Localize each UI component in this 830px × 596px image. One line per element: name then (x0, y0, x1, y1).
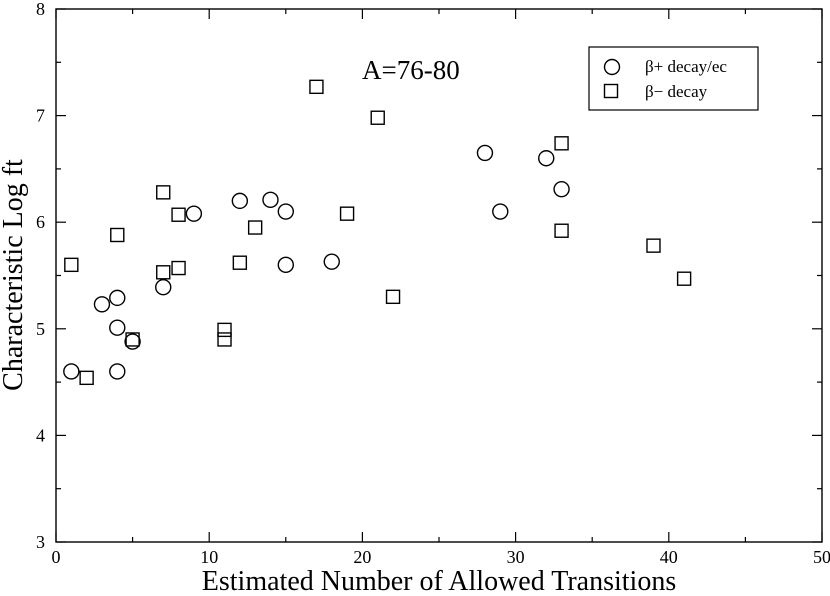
beta-minus-point (646, 238, 661, 253)
beta-minus-point (79, 370, 94, 386)
beta-minus-point (339, 206, 355, 221)
beta-plus-point (476, 144, 494, 162)
beta-plus-point (185, 205, 203, 222)
beta-minus-point (156, 185, 171, 200)
beta-plus-point (109, 319, 126, 336)
y-tick-label: 6 (36, 212, 45, 232)
beta-minus-point (171, 207, 186, 222)
beta-minus-point (171, 260, 186, 276)
x-tick-label: 40 (660, 547, 678, 567)
beta-minus-point (156, 265, 171, 280)
beta-minus-point (64, 257, 79, 273)
axis-ticks (55, 8, 823, 543)
beta-plus-point (63, 363, 80, 380)
y-tick-label: 5 (36, 319, 45, 339)
beta-minus-point (232, 255, 248, 270)
beta-plus-point (323, 253, 340, 270)
y-tick-label: 3 (36, 532, 45, 552)
beta-plus-point (492, 203, 509, 220)
beta-minus-point (554, 223, 569, 238)
beta-plus-point (538, 150, 555, 167)
legend-circle-marker (603, 58, 621, 76)
beta-plus-point (155, 279, 172, 296)
beta-plus-point (109, 363, 126, 380)
beta-minus-point (217, 322, 232, 338)
legend-entry-beta-minus: β− decay (645, 82, 708, 101)
y-tick-label: 4 (36, 425, 45, 445)
beta-minus-point (554, 136, 569, 151)
data-points (63, 79, 692, 386)
chart-annotation: A=76-80 (362, 55, 460, 85)
beta-plus-point (124, 333, 141, 350)
beta-minus-point (217, 332, 232, 347)
x-tick-label: 50 (813, 547, 830, 567)
x-tick-label: 20 (353, 547, 371, 567)
x-tick-label: 30 (507, 547, 525, 567)
beta-plus-point (109, 289, 126, 307)
beta-minus-point (247, 220, 263, 235)
legend-box (588, 46, 759, 111)
y-tick-label: 7 (36, 106, 45, 126)
x-tick-label: 0 (52, 547, 61, 567)
x-tick-label: 10 (200, 547, 218, 567)
axis-tick-labels: 0 10 20 30 40 50 3 4 5 6 7 8 (36, 0, 830, 567)
legend-entry-beta-plus: β+ decay/ec (645, 57, 727, 76)
beta-minus-point (309, 79, 324, 95)
beta-minus-point (385, 289, 401, 305)
beta-plus-point (553, 180, 570, 198)
beta-plus-point (262, 191, 279, 209)
legend-square-marker (603, 83, 619, 99)
y-tick-label: 8 (36, 0, 45, 19)
beta-minus-point (125, 332, 140, 347)
legend: β+ decay/ec β− decay (588, 46, 759, 111)
beta-plus-point (93, 296, 111, 313)
beta-minus-point (110, 227, 125, 243)
beta-plus-point (277, 203, 294, 220)
x-axis-label: Estimated Number of Allowed Transitions (202, 566, 676, 596)
beta-minus-point (370, 110, 385, 125)
y-axis-label: Characteristic Log ft (0, 159, 29, 391)
beta-minus-point (676, 271, 692, 286)
beta-plus-point (277, 256, 294, 274)
beta-plus-point (231, 192, 249, 210)
